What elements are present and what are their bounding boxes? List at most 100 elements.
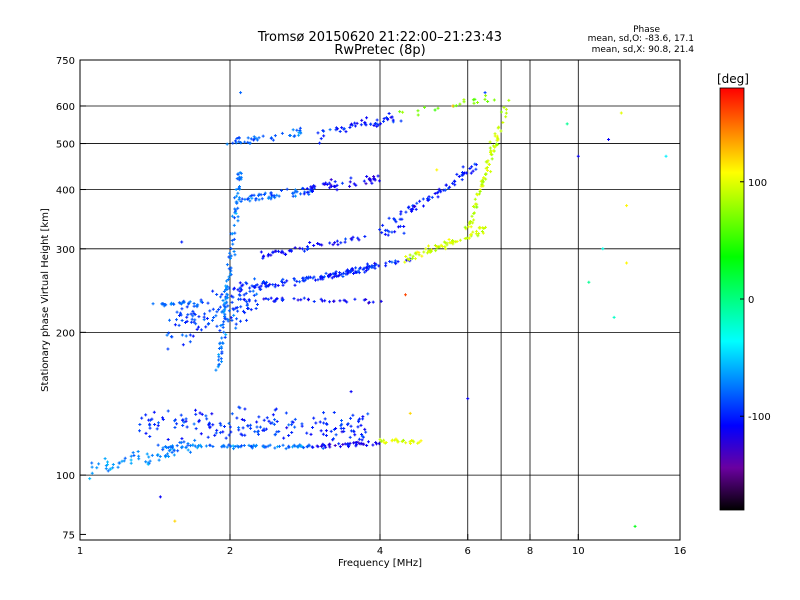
data-point [305, 190, 309, 194]
data-point [332, 410, 336, 414]
data-point [156, 424, 160, 428]
data-point [205, 417, 209, 421]
data-point [302, 296, 306, 300]
data-point [334, 271, 338, 275]
data-point [222, 290, 226, 294]
data-point [417, 440, 421, 444]
data-point [382, 440, 386, 444]
data-point [226, 278, 230, 282]
data-point [150, 417, 154, 421]
data-point [184, 445, 188, 449]
data-point [188, 340, 192, 344]
data-point [391, 118, 395, 122]
data-point [224, 333, 228, 337]
data-point [199, 328, 203, 332]
data-point [160, 302, 164, 306]
data-point [332, 299, 336, 303]
x-tick-label: 6 [465, 546, 471, 557]
data-point [153, 423, 157, 427]
data-point [290, 423, 294, 427]
data-point [229, 254, 233, 258]
data-point [346, 422, 350, 426]
data-point [469, 171, 473, 175]
data-point [219, 323, 223, 327]
data-point [435, 191, 439, 195]
data-point [232, 313, 236, 317]
data-point [227, 286, 231, 290]
data-point [371, 300, 375, 304]
data-point [173, 419, 177, 423]
data-point [379, 122, 383, 126]
data-point [220, 310, 224, 314]
data-point [468, 220, 472, 224]
data-point [178, 314, 181, 318]
data-point [287, 433, 291, 437]
data-point [266, 196, 270, 200]
data-point [444, 247, 448, 251]
data-point [208, 309, 212, 313]
data-point [299, 444, 303, 448]
data-point [186, 313, 190, 317]
data-point [245, 304, 249, 308]
data-point [367, 177, 371, 181]
data-point [619, 111, 623, 115]
data-point [254, 197, 258, 201]
data-point [339, 241, 343, 245]
data-point [252, 443, 256, 447]
data-point [297, 133, 301, 137]
data-point [260, 281, 264, 285]
data-point [312, 300, 316, 304]
data-point [192, 301, 196, 305]
data-point [184, 419, 188, 423]
data-point [230, 214, 234, 218]
data-point [360, 434, 364, 438]
data-point [408, 442, 412, 446]
data-point [222, 330, 226, 334]
data-point [360, 432, 364, 436]
data-point [359, 423, 363, 427]
data-point [255, 303, 259, 307]
data-point [233, 207, 237, 211]
data-point [375, 118, 379, 122]
data-point [268, 443, 272, 447]
data-point [206, 435, 210, 439]
data-point [280, 131, 284, 135]
data-point [404, 210, 408, 214]
data-point [298, 280, 302, 284]
data-point [367, 264, 371, 268]
data-point [364, 430, 368, 434]
data-point [625, 204, 629, 208]
data-point [103, 457, 107, 461]
data-point [462, 100, 466, 104]
data-point [257, 415, 261, 419]
data-point [418, 199, 422, 203]
data-point [340, 418, 344, 422]
data-point [248, 199, 252, 203]
data-point [312, 184, 316, 188]
data-point [340, 126, 344, 130]
data-point [324, 271, 328, 275]
data-point [237, 186, 241, 190]
data-point [410, 209, 414, 213]
data-point [378, 228, 382, 232]
data-point [352, 271, 356, 275]
data-point [185, 315, 189, 319]
data-point [470, 165, 474, 169]
data-point [342, 127, 346, 131]
data-point [301, 247, 305, 251]
data-point [328, 128, 332, 132]
data-point [226, 317, 230, 321]
data-point [363, 122, 367, 126]
data-point [463, 171, 467, 175]
y-axis-ticks: 75 100 200 300 400 500 600 750 [56, 56, 86, 541]
data-point [166, 437, 170, 441]
data-point [295, 279, 299, 283]
data-point [365, 262, 369, 266]
data-point [402, 231, 406, 235]
data-point [399, 119, 403, 123]
data-point [298, 246, 302, 250]
data-point [240, 284, 244, 288]
data-point [182, 420, 186, 424]
data-point [329, 272, 333, 276]
data-point [166, 446, 170, 450]
